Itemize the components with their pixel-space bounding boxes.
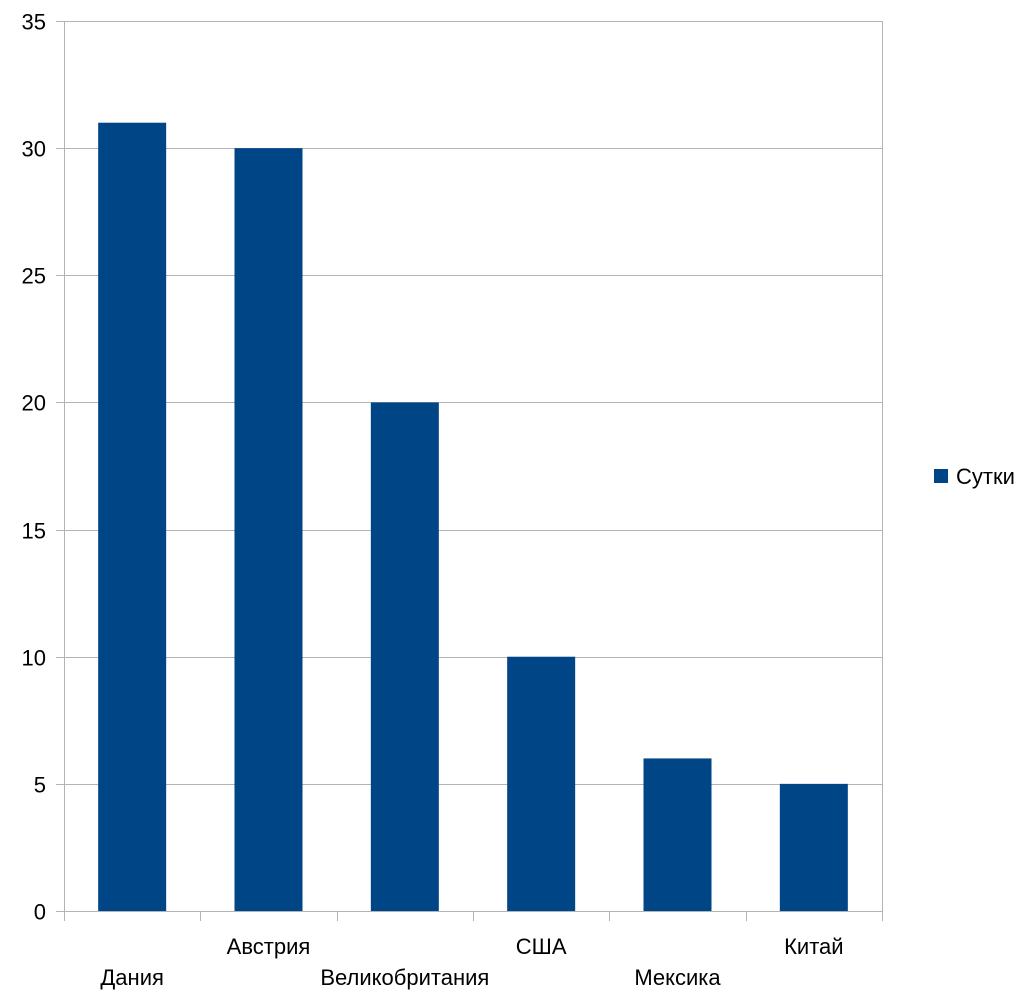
axes (56, 21, 883, 921)
x-tick-labels: Дания Австрия Великобритания США Мексика Кита… (100, 934, 843, 990)
y-tick-label: 0 (34, 900, 46, 925)
x-tick-label: Великобритания (320, 965, 489, 990)
x-tick-label: Австрия (227, 934, 311, 959)
legend: Сутки (934, 464, 1015, 489)
y-tick-label: 25 (22, 264, 46, 289)
bar-4 (507, 656, 576, 911)
legend-swatch (934, 469, 948, 483)
x-tick-label: США (516, 934, 567, 959)
x-tick-label: Мексика (634, 965, 721, 990)
bar-5 (643, 758, 712, 911)
y-tick-label: 5 (34, 773, 46, 798)
bar-6 (779, 783, 848, 911)
bar-3 (370, 402, 439, 911)
x-tick-label: Китай (784, 934, 843, 959)
y-tick-label: 35 (22, 10, 46, 35)
y-tick-label: 30 (22, 137, 46, 162)
bar-1 (98, 122, 167, 911)
bars (98, 122, 848, 912)
y-tick-label: 15 (22, 519, 46, 544)
bar-2 (234, 148, 303, 912)
y-tick-label: 20 (22, 391, 46, 416)
legend-label: Сутки (956, 464, 1015, 489)
y-tick-labels: 0 5 10 15 20 25 30 35 (22, 10, 46, 925)
y-tick-label: 10 (22, 646, 46, 671)
gridlines (64, 21, 883, 911)
x-tick-label: Дания (100, 965, 164, 990)
